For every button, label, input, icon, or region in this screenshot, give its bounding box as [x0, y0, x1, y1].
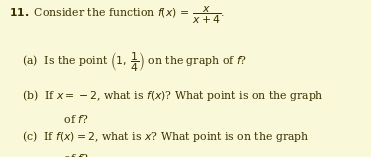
Text: (a)  Is the point $\left(1,\,\dfrac{1}{4}\right)$ on the graph of $f$?: (a) Is the point $\left(1,\,\dfrac{1}{4}… [22, 50, 247, 74]
Text: (c)  If $f(x) = 2$, what is $x$? What point is on the graph: (c) If $f(x) = 2$, what is $x$? What poi… [22, 129, 310, 144]
Text: (b)  If $x = -2$, what is $f(x)$? What point is on the graph: (b) If $x = -2$, what is $f(x)$? What po… [22, 88, 324, 103]
Text: of $f$?: of $f$? [43, 113, 89, 125]
Text: of $f$?: of $f$? [43, 152, 89, 157]
Text: $\mathbf{11.}$ Consider the function $f(x)\,=\,\dfrac{x}{x+4}.$: $\mathbf{11.}$ Consider the function $f(… [9, 5, 225, 26]
